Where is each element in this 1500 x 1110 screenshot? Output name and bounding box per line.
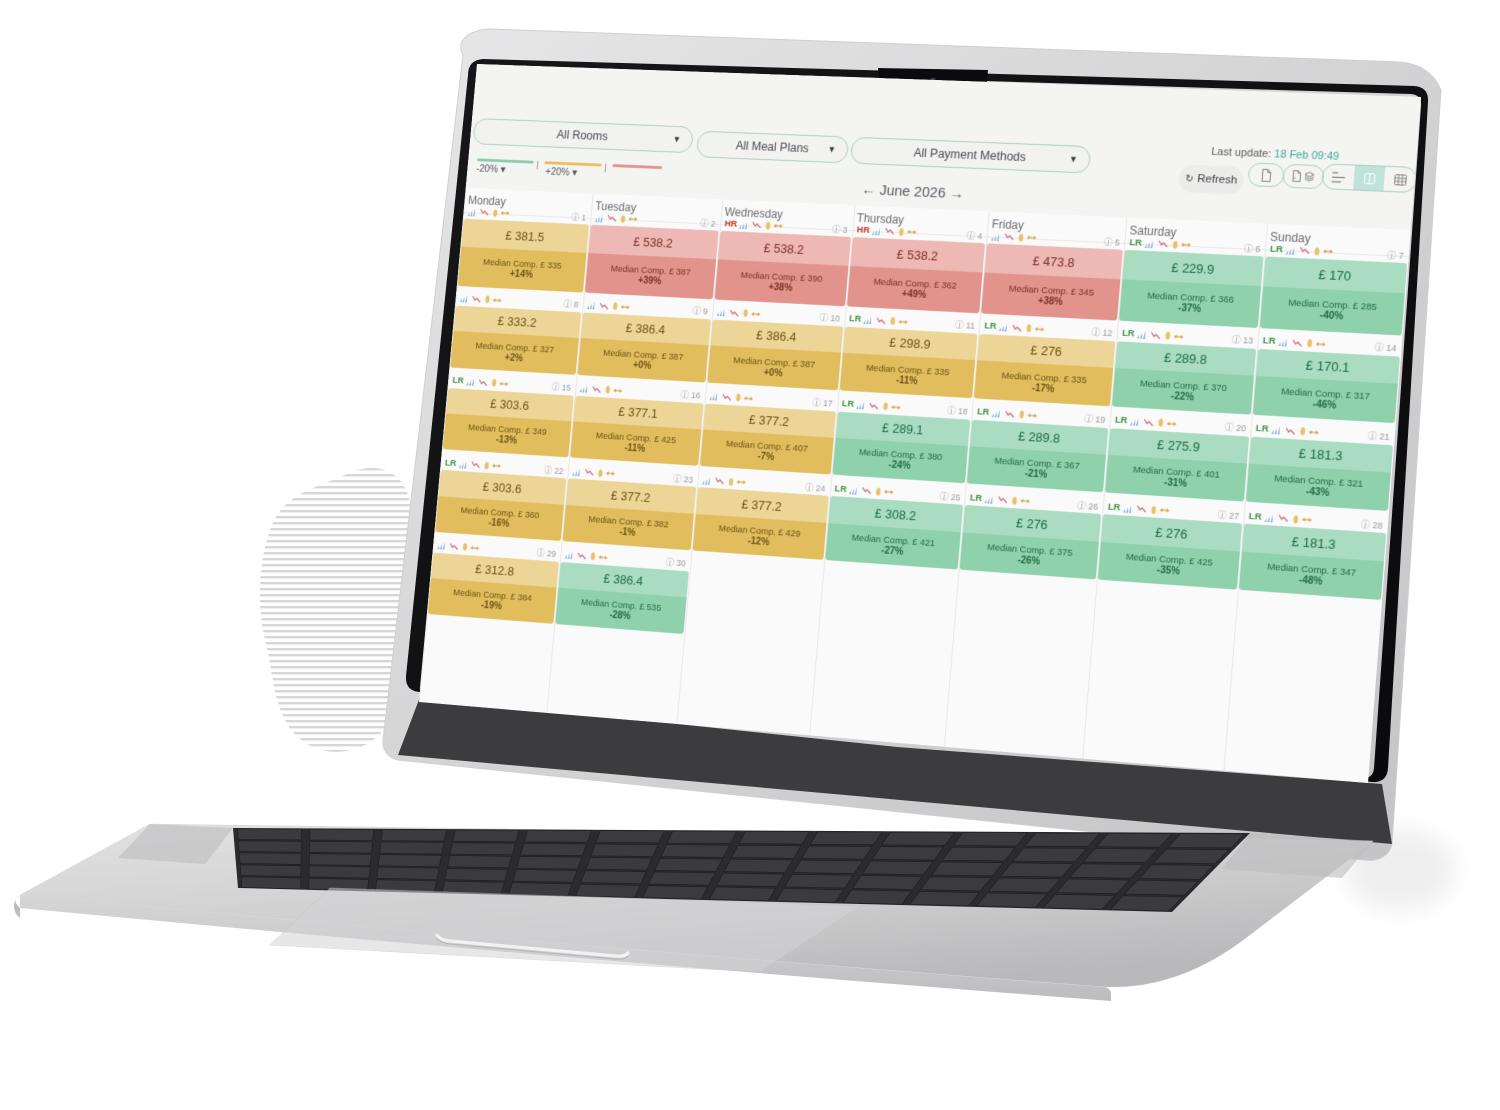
svg-text:x: x (1294, 176, 1297, 181)
